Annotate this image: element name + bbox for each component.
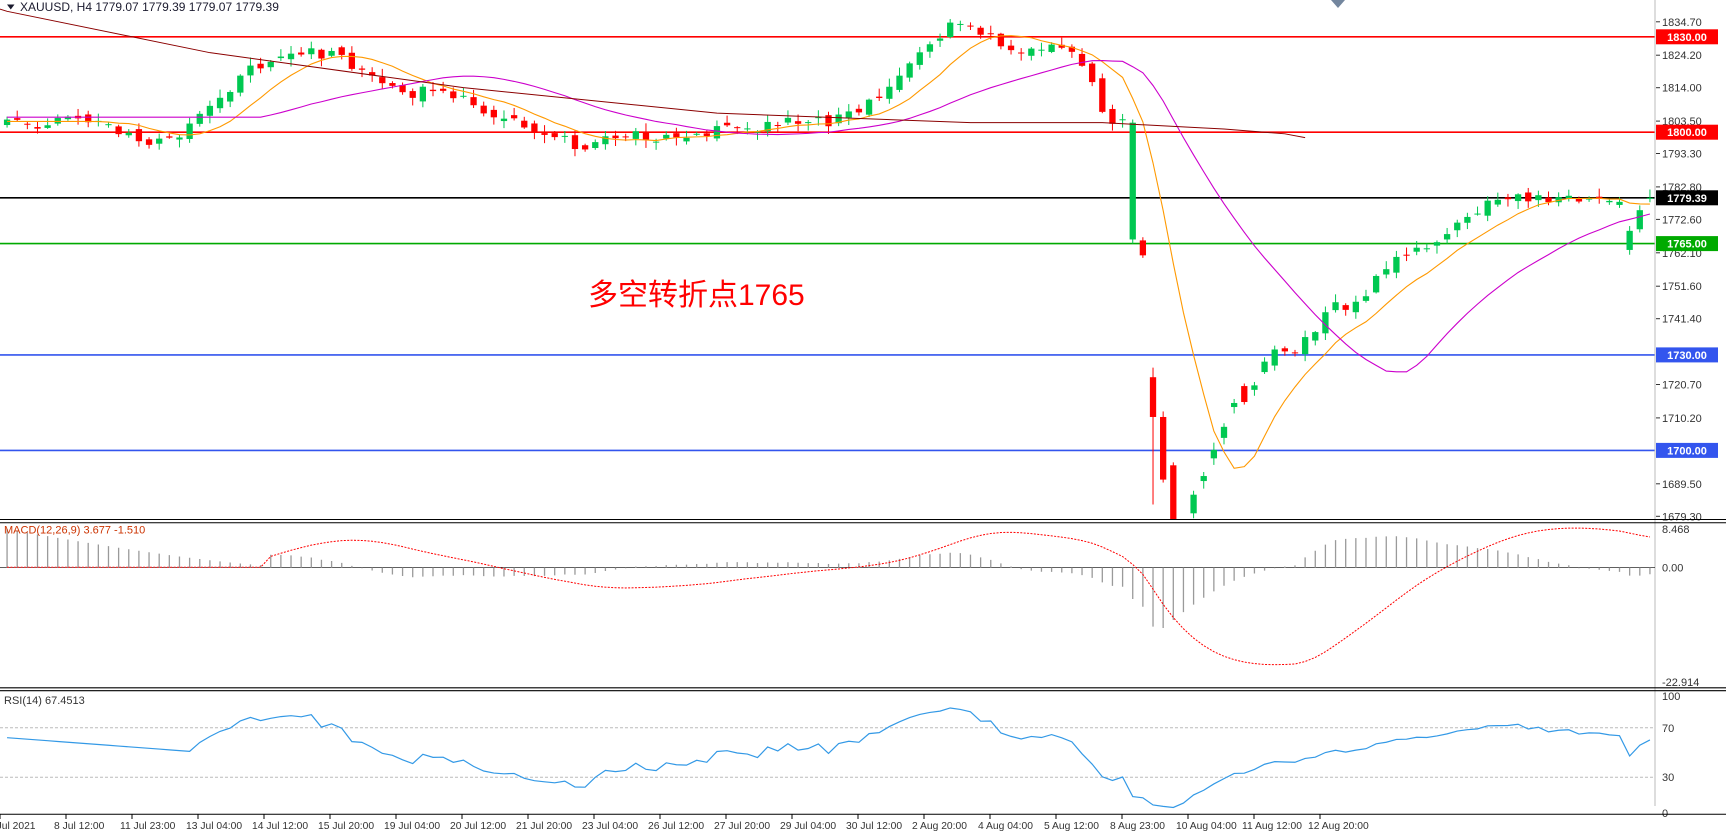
svg-text:19 Jul 04:00: 19 Jul 04:00	[384, 821, 440, 832]
svg-text:1765.00: 1765.00	[1667, 239, 1707, 251]
svg-text:1772.60: 1772.60	[1662, 214, 1702, 226]
svg-text:14 Jul 12:00: 14 Jul 12:00	[252, 821, 308, 832]
svg-text:11 Jul 23:00: 11 Jul 23:00	[120, 821, 176, 832]
svg-text:11 Aug 12:00: 11 Aug 12:00	[1242, 821, 1302, 832]
svg-text:26 Jul 12:00: 26 Jul 12:00	[648, 821, 704, 832]
svg-text:30: 30	[1662, 772, 1674, 784]
svg-text:10 Aug 04:00: 10 Aug 04:00	[1176, 821, 1237, 832]
svg-text:5 Aug 12:00: 5 Aug 12:00	[1044, 821, 1099, 832]
svg-text:1730.00: 1730.00	[1667, 350, 1707, 362]
svg-text:30 Jul 12:00: 30 Jul 12:00	[846, 821, 902, 832]
svg-text:多空转折点1765: 多空转折点1765	[588, 279, 805, 312]
svg-text:1710.20: 1710.20	[1662, 413, 1702, 425]
svg-text:21 Jul 20:00: 21 Jul 20:00	[516, 821, 572, 832]
svg-text:1800.00: 1800.00	[1667, 127, 1707, 139]
svg-text:1834.70: 1834.70	[1662, 17, 1702, 29]
svg-text:13 Jul 04:00: 13 Jul 04:00	[186, 821, 242, 832]
svg-text:1689.50: 1689.50	[1662, 479, 1702, 491]
svg-text:1679.30: 1679.30	[1662, 511, 1702, 523]
svg-text:1751.60: 1751.60	[1662, 281, 1702, 293]
svg-text:4 Aug 04:00: 4 Aug 04:00	[978, 821, 1033, 832]
svg-text:2 Aug 20:00: 2 Aug 20:00	[912, 821, 967, 832]
svg-text:0.00: 0.00	[1662, 562, 1683, 574]
svg-text:RSI(14) 67.4513: RSI(14) 67.4513	[4, 695, 85, 707]
svg-text:1741.40: 1741.40	[1662, 314, 1702, 326]
svg-text:1830.00: 1830.00	[1667, 32, 1707, 44]
svg-text:23 Jul 04:00: 23 Jul 04:00	[582, 821, 638, 832]
svg-text:1720.70: 1720.70	[1662, 380, 1702, 392]
svg-text:20 Jul 12:00: 20 Jul 12:00	[450, 821, 506, 832]
svg-text:8.468: 8.468	[1662, 524, 1690, 536]
svg-text:15 Jul 20:00: 15 Jul 20:00	[318, 821, 374, 832]
svg-text:1793.30: 1793.30	[1662, 149, 1702, 161]
svg-text:7 Jul 2021: 7 Jul 2021	[0, 821, 36, 832]
svg-text:100: 100	[1662, 691, 1680, 703]
svg-text:70: 70	[1662, 723, 1674, 735]
svg-text:1779.39: 1779.39	[1667, 193, 1707, 205]
svg-text:8 Aug 23:00: 8 Aug 23:00	[1110, 821, 1165, 832]
svg-text:1824.20: 1824.20	[1662, 50, 1702, 62]
svg-text:8 Jul 12:00: 8 Jul 12:00	[54, 821, 105, 832]
svg-text:MACD(12,26,9) 3.677 -1.510: MACD(12,26,9) 3.677 -1.510	[4, 525, 145, 537]
svg-text:12 Aug 20:00: 12 Aug 20:00	[1308, 821, 1369, 832]
svg-text:1814.00: 1814.00	[1662, 83, 1702, 95]
svg-text:29 Jul 04:00: 29 Jul 04:00	[780, 821, 836, 832]
svg-text:-22.914: -22.914	[1662, 677, 1699, 689]
svg-text:1700.00: 1700.00	[1667, 445, 1707, 457]
svg-text:27 Jul 20:00: 27 Jul 20:00	[714, 821, 770, 832]
svg-text:XAUUSD, H4 1779.07 1779.39 17: XAUUSD, H4 1779.07 1779.39 1779.07 1779.…	[20, 0, 279, 14]
